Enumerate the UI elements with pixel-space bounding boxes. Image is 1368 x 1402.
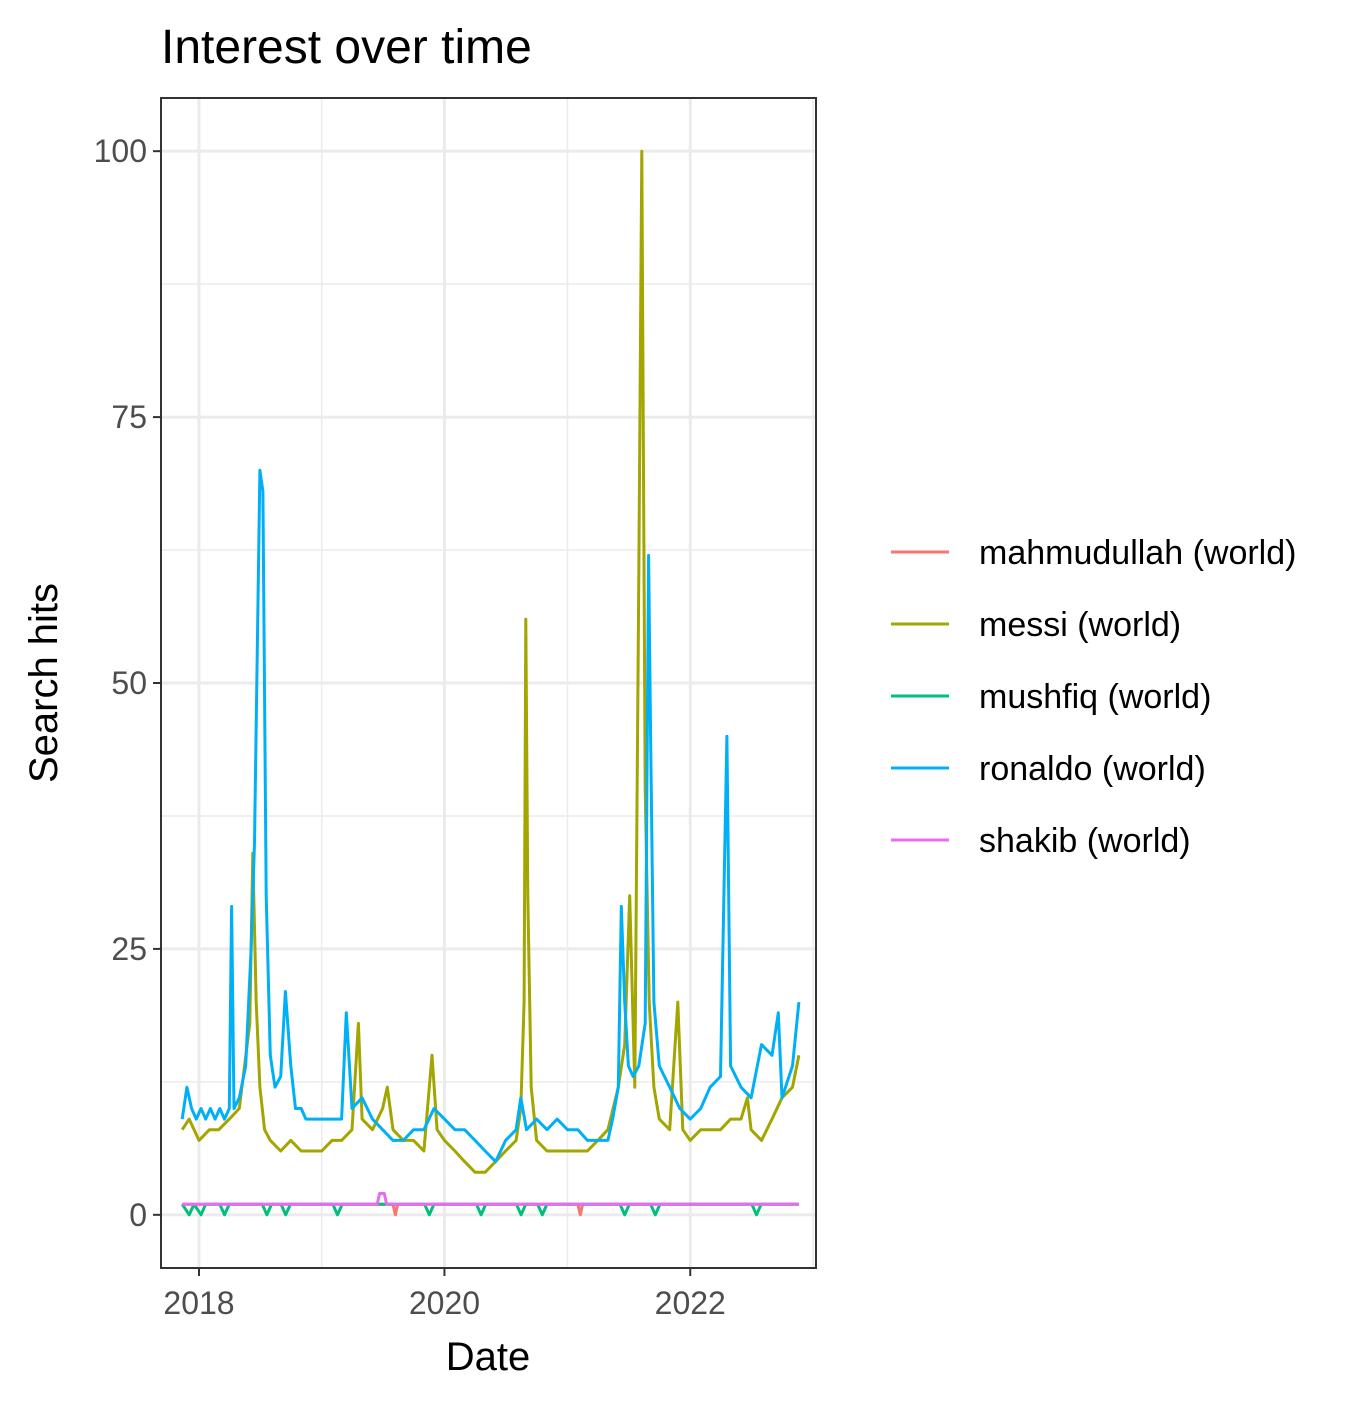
- legend: mahmudullah (world) messi (world) mushfiq …: [891, 534, 1296, 860]
- y-axis: 0 25 50 75 100: [94, 133, 161, 1233]
- series-line-ronaldo: [180, 468, 801, 1164]
- y-tick-label: 100: [94, 133, 147, 169]
- x-tick-label: 2018: [163, 1285, 234, 1321]
- x-tick-label: 2020: [409, 1285, 480, 1321]
- legend-item-ronaldo: ronaldo (world): [891, 750, 1206, 788]
- y-tick-label: 75: [111, 399, 147, 435]
- series-lines: [180, 149, 801, 1217]
- x-tick-label: 2022: [655, 1285, 726, 1321]
- series-line-shakib: [182, 1192, 799, 1206]
- chart-title: Interest over time: [161, 21, 532, 74]
- series-line-messi: [180, 149, 801, 1174]
- legend-item-messi: messi (world): [891, 606, 1181, 644]
- legend-item-mushfiq: mushfiq (world): [891, 678, 1211, 716]
- legend-item-mahmudullah: mahmudullah (world): [891, 534, 1296, 572]
- y-tick-label: 0: [129, 1197, 147, 1233]
- y-axis-title: Search hits: [22, 583, 66, 783]
- legend-label-shakib: shakib (world): [979, 822, 1191, 860]
- y-tick-label: 25: [111, 931, 147, 967]
- legend-label-ronaldo: ronaldo (world): [979, 750, 1206, 788]
- legend-label-mahmudullah: mahmudullah (world): [979, 534, 1296, 572]
- legend-label-messi: messi (world): [979, 606, 1181, 644]
- x-axis: 2018 2020 2022: [163, 1268, 726, 1321]
- grid-major: [161, 98, 816, 1268]
- x-axis-title: Date: [446, 1335, 531, 1379]
- legend-item-shakib: shakib (world): [891, 822, 1191, 860]
- y-tick-label: 50: [111, 665, 147, 701]
- legend-label-mushfiq: mushfiq (world): [979, 678, 1211, 716]
